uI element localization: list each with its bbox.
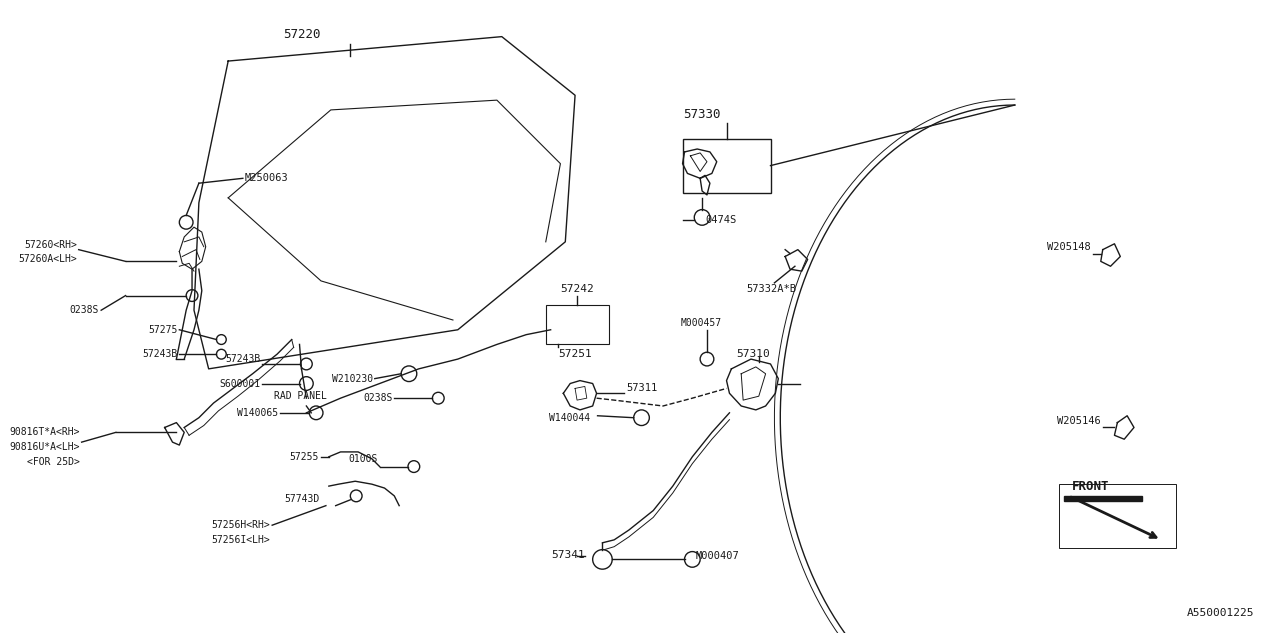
Text: M000457: M000457 — [681, 318, 722, 328]
Text: 57743D: 57743D — [284, 494, 319, 504]
Text: 57243B: 57243B — [225, 354, 260, 364]
Text: 0474S: 0474S — [705, 215, 736, 225]
Text: 0100S: 0100S — [348, 454, 378, 464]
Text: <FOR 25D>: <FOR 25D> — [27, 457, 79, 467]
Text: 57255: 57255 — [289, 452, 319, 462]
Text: FRONT: FRONT — [1071, 479, 1108, 493]
Text: 57251: 57251 — [558, 349, 593, 359]
Text: 57256I<LH>: 57256I<LH> — [211, 535, 270, 545]
Text: W140044: W140044 — [549, 413, 590, 422]
Text: 57220: 57220 — [283, 28, 320, 41]
Bar — [1059, 484, 1176, 548]
Text: 57330: 57330 — [684, 108, 721, 122]
Text: 57311: 57311 — [626, 383, 657, 394]
Text: 0238S: 0238S — [70, 305, 100, 316]
Text: W210230: W210230 — [332, 374, 372, 383]
Text: 57260<RH>: 57260<RH> — [24, 240, 77, 250]
Text: W205146: W205146 — [1057, 415, 1101, 426]
Text: W205148: W205148 — [1047, 242, 1091, 252]
Text: 57332A*B: 57332A*B — [746, 284, 796, 294]
Text: S600001: S600001 — [219, 378, 260, 388]
Text: 57310: 57310 — [736, 349, 771, 359]
Text: M000407: M000407 — [695, 552, 739, 561]
Text: 90816T*A<RH>: 90816T*A<RH> — [9, 428, 79, 437]
Text: M250063: M250063 — [244, 173, 288, 183]
Bar — [545, 305, 609, 344]
Text: 90816U*A<LH>: 90816U*A<LH> — [9, 442, 79, 452]
Text: 57256H<RH>: 57256H<RH> — [211, 520, 270, 530]
Text: A550001225: A550001225 — [1187, 608, 1254, 618]
Text: 57275: 57275 — [148, 324, 178, 335]
Text: 57341: 57341 — [552, 550, 585, 559]
Bar — [1064, 496, 1142, 500]
Text: RAD PANEL: RAD PANEL — [274, 391, 326, 401]
Text: 57260A<LH>: 57260A<LH> — [18, 255, 77, 264]
Text: 57242: 57242 — [561, 284, 594, 294]
Text: 0238S: 0238S — [364, 393, 393, 403]
Bar — [682, 140, 771, 193]
Text: 57243B: 57243B — [142, 349, 178, 359]
Text: W140065: W140065 — [237, 408, 278, 418]
